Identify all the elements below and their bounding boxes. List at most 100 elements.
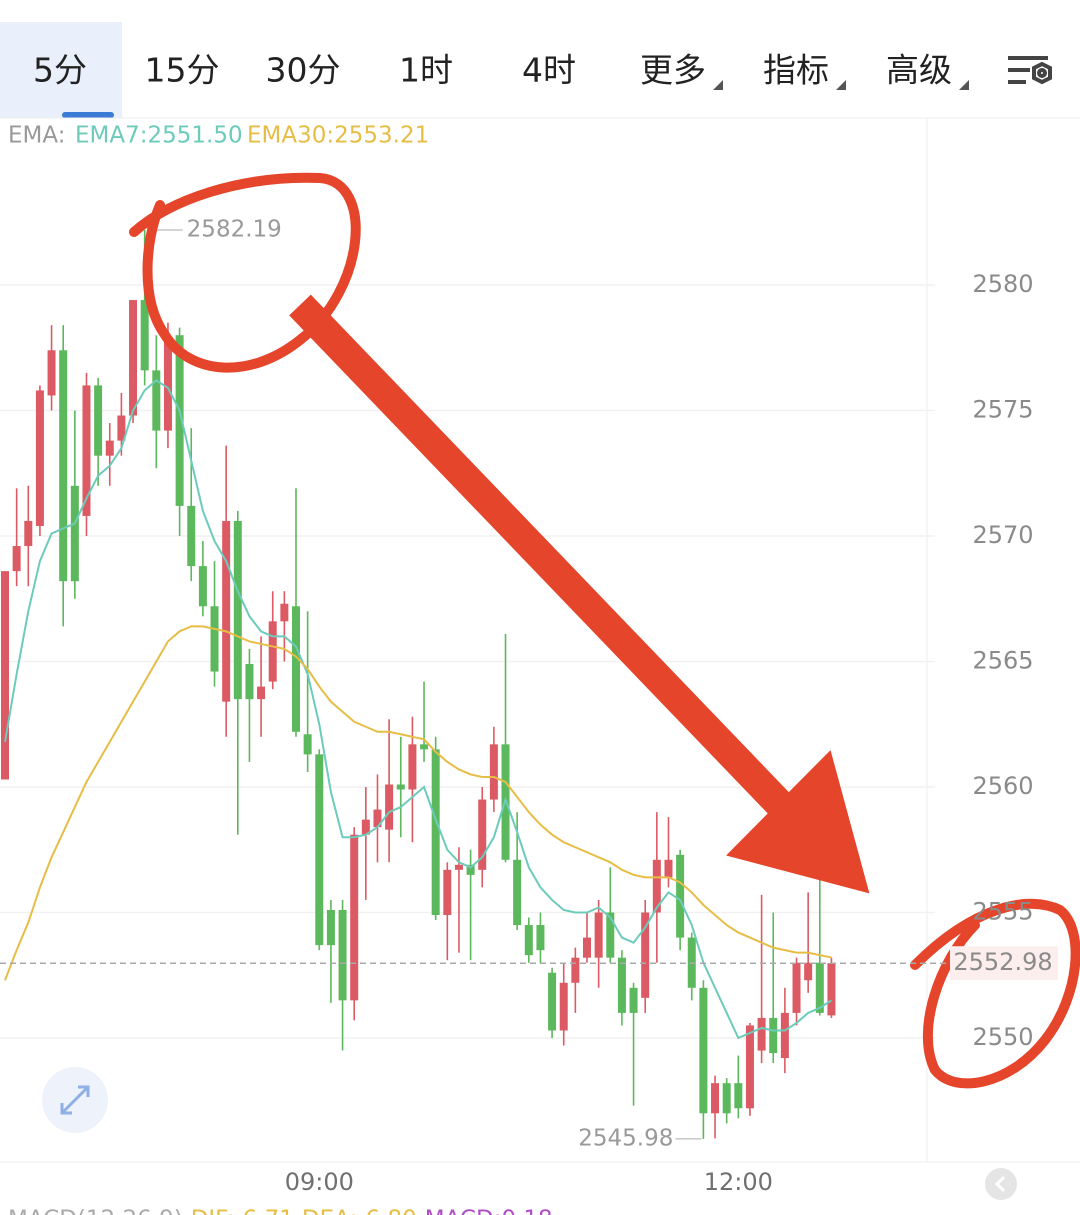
y-tick-label: 2550 [972, 1023, 1033, 1051]
candle-body [711, 1083, 720, 1114]
indicator-label: EMA: [8, 123, 65, 149]
candle-body [699, 987, 708, 1114]
tab[interactable]: 高级 [886, 51, 952, 90]
candle-body [233, 520, 242, 700]
candle-body [606, 912, 615, 958]
candle-body [315, 754, 324, 946]
candle-body [652, 859, 661, 913]
candle-body [815, 962, 824, 1013]
scroll-end-button[interactable] [985, 1168, 1017, 1200]
settings-icon[interactable] [1008, 56, 1052, 85]
y-tick-label: 2565 [972, 647, 1033, 675]
candle-body [466, 864, 475, 875]
last-price-label: 2552.98 [953, 948, 1052, 976]
candle-body [187, 505, 196, 567]
candle-body [140, 300, 149, 371]
ema-line [4, 625, 832, 981]
y-tick-label: 2575 [972, 396, 1033, 424]
plot-area: 2582.19 2545.98 [1, 217, 836, 1151]
candle-body [454, 864, 463, 870]
candle-body [594, 912, 603, 958]
candle-body [245, 664, 254, 700]
legend-entry: EMA30:2553.21 [247, 123, 429, 149]
dropdown-caret [713, 80, 723, 90]
candle-body [361, 819, 370, 835]
candle-body [257, 686, 266, 700]
candle-body [420, 744, 429, 750]
candle-body [59, 350, 68, 582]
tab[interactable]: 指标 [763, 51, 829, 90]
tab-bar: 5分 15分 30分 1时 4时 更多 指标 高级 [33, 51, 969, 90]
candle-body [524, 925, 533, 956]
x-tick-label: 12:00 [704, 1168, 773, 1196]
tab[interactable]: 30分 [266, 51, 341, 90]
ema-line [4, 379, 832, 1040]
candle-body [94, 385, 103, 456]
candle-body [804, 962, 813, 981]
candle-body [163, 340, 172, 431]
candle-body [489, 744, 498, 800]
candle-body [443, 869, 452, 916]
candle-body [617, 957, 626, 1013]
candle-body [303, 734, 312, 755]
candle-body [222, 520, 231, 702]
macd-header: MACD(12,26,9) DIF:-6.71 DEA:-6.80 MACD:0.18 [8, 1207, 553, 1215]
grid [0, 284, 935, 1039]
scroll-end-icon [994, 1175, 1006, 1193]
candle-body [745, 1025, 754, 1109]
candle-body [24, 520, 33, 547]
candle-body [571, 957, 580, 983]
candle-body [152, 370, 161, 431]
y-tick-label: 2580 [972, 270, 1033, 298]
tab[interactable]: 1时 [399, 51, 453, 90]
candle-body [641, 912, 650, 998]
last-price-box [950, 946, 1058, 981]
candle-body [35, 390, 44, 526]
candle-body [350, 834, 359, 1001]
candle-body [559, 982, 568, 1031]
macd-label: MACD(12,26,9) [8, 1207, 183, 1215]
legend-entry: EMA7:2551.50 [75, 123, 243, 149]
annotation [129, 172, 1080, 1089]
candle-body [396, 784, 405, 790]
low-label: 2545.98 [578, 1125, 673, 1151]
candle-body [431, 749, 440, 916]
expand-icon [60, 1085, 90, 1115]
candle-body [82, 385, 91, 516]
tab[interactable]: 5分 [33, 51, 87, 90]
candle-body [734, 1083, 743, 1109]
candle-body [548, 972, 557, 1031]
tab[interactable]: 4时 [522, 51, 576, 90]
candle-body [198, 566, 207, 607]
candle-body [478, 799, 487, 870]
candle-body [827, 963, 836, 1016]
candle-body [326, 909, 335, 946]
tab[interactable]: 15分 [145, 51, 220, 90]
candle-body [47, 350, 56, 396]
candle-body [373, 809, 382, 828]
candle-body [583, 937, 591, 958]
candle-body [792, 962, 801, 1013]
candle-body [117, 415, 126, 441]
candle-body [268, 621, 277, 682]
candle-body [129, 300, 138, 416]
x-tick-label: 09:00 [285, 1168, 354, 1196]
candle-body [385, 784, 394, 830]
candle-body [105, 440, 114, 456]
active-tab-bg [0, 22, 122, 118]
candle-body [513, 859, 522, 926]
candle-body [175, 335, 184, 506]
active-tab-indicator [62, 112, 114, 118]
high-label: 2582.19 [187, 217, 282, 243]
macd-label: DEA:-6.80 [302, 1207, 417, 1215]
macd-label: DIF:-6.71 [191, 1207, 294, 1215]
candle-body [1, 571, 9, 780]
candle-body [722, 1083, 731, 1114]
y-tick-label: 2555 [972, 898, 1033, 926]
candle-body [769, 1017, 778, 1054]
candle-body [210, 606, 219, 672]
tab[interactable]: 更多 [640, 51, 706, 90]
candle-body [292, 606, 300, 732]
